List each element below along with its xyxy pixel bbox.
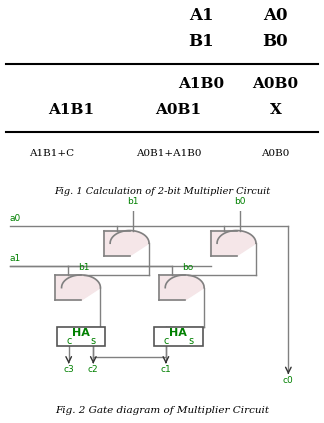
Text: b0: b0 [234,197,246,206]
Text: b1: b1 [127,197,139,206]
Text: A1B1+C: A1B1+C [29,149,75,159]
Text: HA: HA [72,328,90,338]
Text: c2: c2 [88,365,98,374]
Text: c3: c3 [63,365,74,374]
Text: A0: A0 [263,7,288,24]
Text: B1: B1 [188,33,214,50]
Text: Fig. 2 Gate diagram of Multiplier Circuit: Fig. 2 Gate diagram of Multiplier Circui… [55,406,269,415]
Text: s: s [188,336,193,346]
Text: A1B0: A1B0 [178,77,224,91]
Text: c0: c0 [283,376,294,385]
Text: b1: b1 [78,263,90,272]
Text: s: s [91,336,96,346]
Text: bo: bo [182,263,193,272]
Polygon shape [104,231,149,256]
Text: X: X [270,103,281,117]
Text: A0B0: A0B0 [252,77,298,91]
Text: A1: A1 [189,7,213,24]
Text: c1: c1 [160,365,171,374]
Polygon shape [159,275,204,300]
FancyBboxPatch shape [57,327,105,346]
Polygon shape [211,231,256,256]
Text: Fig. 1 Calculation of 2-bit Multiplier Circuit: Fig. 1 Calculation of 2-bit Multiplier C… [54,187,270,196]
Text: c: c [163,336,168,346]
Text: A0B1+A1B0: A0B1+A1B0 [136,149,201,159]
Text: A1B1: A1B1 [48,103,94,117]
Text: c: c [66,336,71,346]
Text: B0: B0 [262,33,288,50]
FancyBboxPatch shape [154,327,202,346]
Text: A0B0: A0B0 [261,149,290,159]
Text: a1: a1 [10,254,21,263]
Text: a0: a0 [10,214,21,223]
Polygon shape [55,275,100,300]
Text: HA: HA [169,328,187,338]
Text: A0B1: A0B1 [155,103,201,117]
